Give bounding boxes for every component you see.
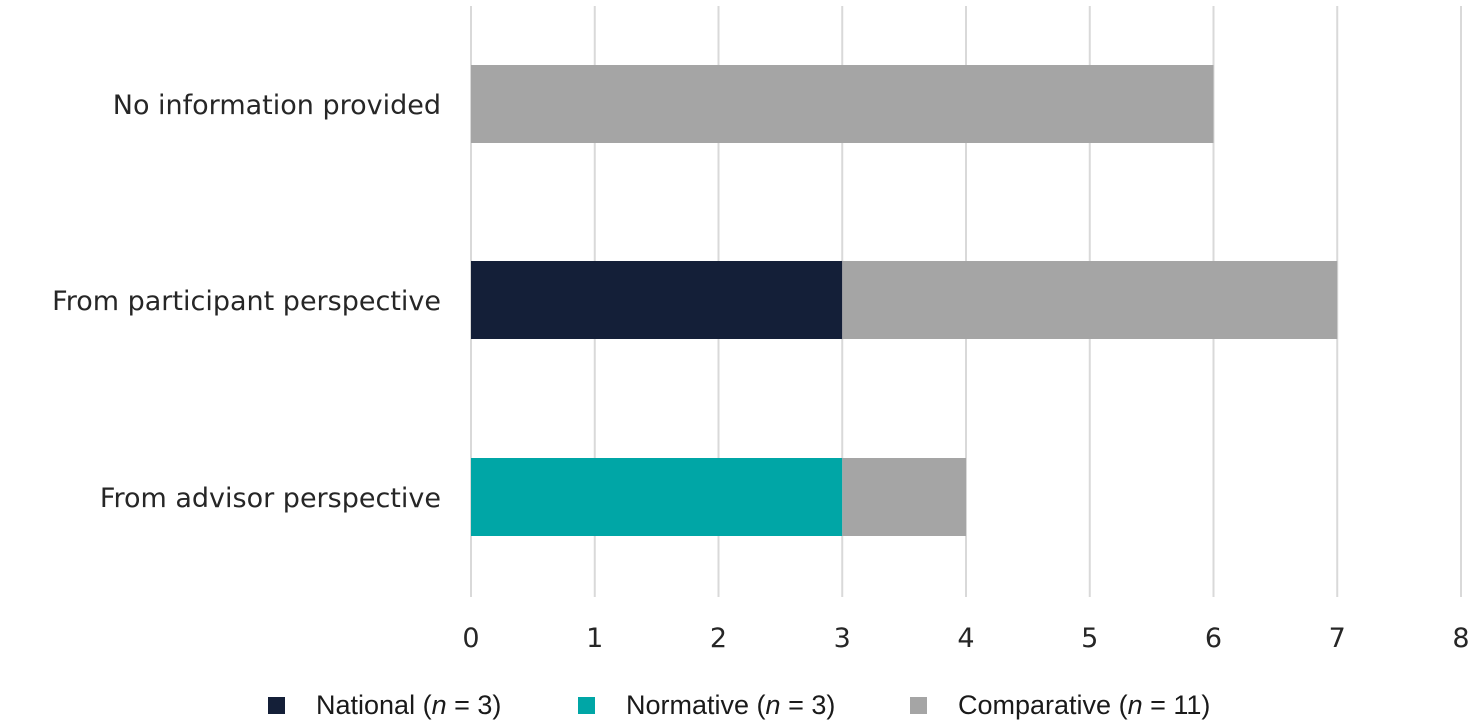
category-label-2: From advisor perspective — [100, 483, 441, 514]
legend-label-comparative: Comparative (n = 11) — [958, 690, 1211, 720]
legend-label-normative: Normative (n = 3) — [626, 690, 836, 720]
legend-swatch-comparative — [910, 697, 927, 714]
legend-item-national: National (n = 3) — [268, 690, 501, 721]
x-tick-label-8: 8 — [1452, 623, 1469, 654]
bar-national-1 — [471, 261, 843, 339]
x-tick-label-7: 7 — [1329, 623, 1346, 654]
bar-comparative-0 — [471, 65, 1214, 143]
legend: National (n = 3) Normative (n = 3) Compa… — [0, 690, 1478, 724]
x-tick-label-4: 4 — [957, 623, 974, 654]
legend-item-normative: Normative (n = 3) — [578, 690, 835, 721]
bars — [471, 65, 1338, 536]
stacked-bar-chart: No information provided From participant … — [52, 6, 1470, 654]
legend-swatch-national — [268, 697, 285, 714]
bar-comparative-2 — [842, 458, 966, 536]
x-tick-label-2: 2 — [710, 623, 727, 654]
x-tick-label-6: 6 — [1205, 623, 1222, 654]
bar-normative-2 — [471, 458, 843, 536]
legend-swatch-normative — [578, 697, 595, 714]
category-label-0: No information provided — [113, 90, 441, 121]
legend-item-comparative: Comparative (n = 11) — [910, 690, 1210, 721]
category-labels: No information provided From participant … — [52, 90, 441, 514]
bar-comparative-1 — [842, 261, 1338, 339]
category-label-1: From participant perspective — [52, 286, 441, 317]
x-tick-labels: 0 1 2 3 4 5 6 7 8 — [462, 623, 1469, 654]
x-tick-label-3: 3 — [834, 623, 851, 654]
x-tick-label-1: 1 — [586, 623, 603, 654]
legend-label-national: National (n = 3) — [316, 690, 502, 720]
x-tick-label-5: 5 — [1081, 623, 1098, 654]
x-tick-label-0: 0 — [462, 623, 479, 654]
